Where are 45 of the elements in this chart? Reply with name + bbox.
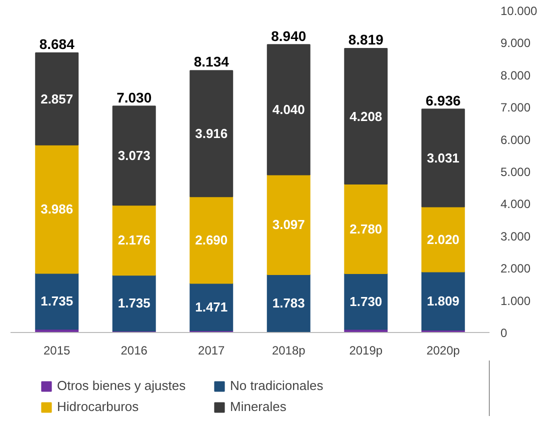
y-tick-label: 9.000: [500, 36, 531, 50]
data-label: 2.020: [426, 232, 460, 247]
data-label: 1.783: [272, 296, 305, 311]
x-tick-label: 2018p: [272, 344, 306, 358]
x-tick-label: 2019p: [349, 344, 383, 358]
legend-label: Minerales: [230, 399, 288, 414]
data-label: 3.073: [118, 148, 150, 164]
data-label: 2.780: [350, 221, 382, 236]
y-tick-label: 5.000: [500, 165, 531, 179]
total-label: 8.940: [271, 28, 306, 44]
legend-label: Otros bienes y ajustes: [57, 378, 187, 393]
data-label: 3.916: [195, 126, 228, 142]
x-tick-label: 2020p: [426, 344, 460, 358]
total-label: 8.684: [39, 36, 75, 52]
data-label: 3.986: [40, 202, 74, 217]
total-label: 8.819: [348, 32, 384, 48]
data-label: 1.809: [426, 293, 460, 308]
data-label: 1.471: [195, 299, 228, 314]
y-tick-label: 0: [500, 326, 508, 340]
data-label: 1.735: [118, 296, 150, 311]
y-tick-label: 7.000: [500, 100, 531, 115]
y-tick-label: 1.000: [500, 294, 531, 308]
data-label: 1.730: [350, 294, 382, 309]
data-label: 2.857: [40, 91, 74, 106]
total-label: 6.936: [426, 92, 461, 108]
legend-label: Hidrocarburos: [57, 399, 140, 414]
y-tick-label: 4.000: [500, 197, 531, 212]
data-label: 3.097: [272, 217, 305, 232]
x-tick-label: 2015: [44, 344, 71, 358]
data-label: 4.040: [272, 102, 305, 118]
x-tick-label: 2017: [198, 344, 226, 358]
data-label: 3.031: [426, 150, 460, 166]
y-tick-label: 2.000: [500, 262, 531, 276]
total-label: 8.134: [194, 54, 230, 70]
data-label: 1.735: [40, 294, 74, 309]
total-label: 7.030: [116, 89, 152, 106]
x-tick-label: 2016: [120, 344, 148, 358]
y-tick-label: 3.000: [500, 229, 531, 244]
y-tick-label: 10.000: [500, 4, 538, 18]
data-label: 4.208: [350, 108, 382, 124]
y-tick-label: 6.000: [500, 132, 531, 147]
data-label: 2.690: [195, 232, 228, 248]
legend-label: No tradicionales: [230, 378, 324, 393]
data-label: 2.176: [118, 232, 150, 248]
y-tick-label: 8.000: [500, 68, 531, 82]
